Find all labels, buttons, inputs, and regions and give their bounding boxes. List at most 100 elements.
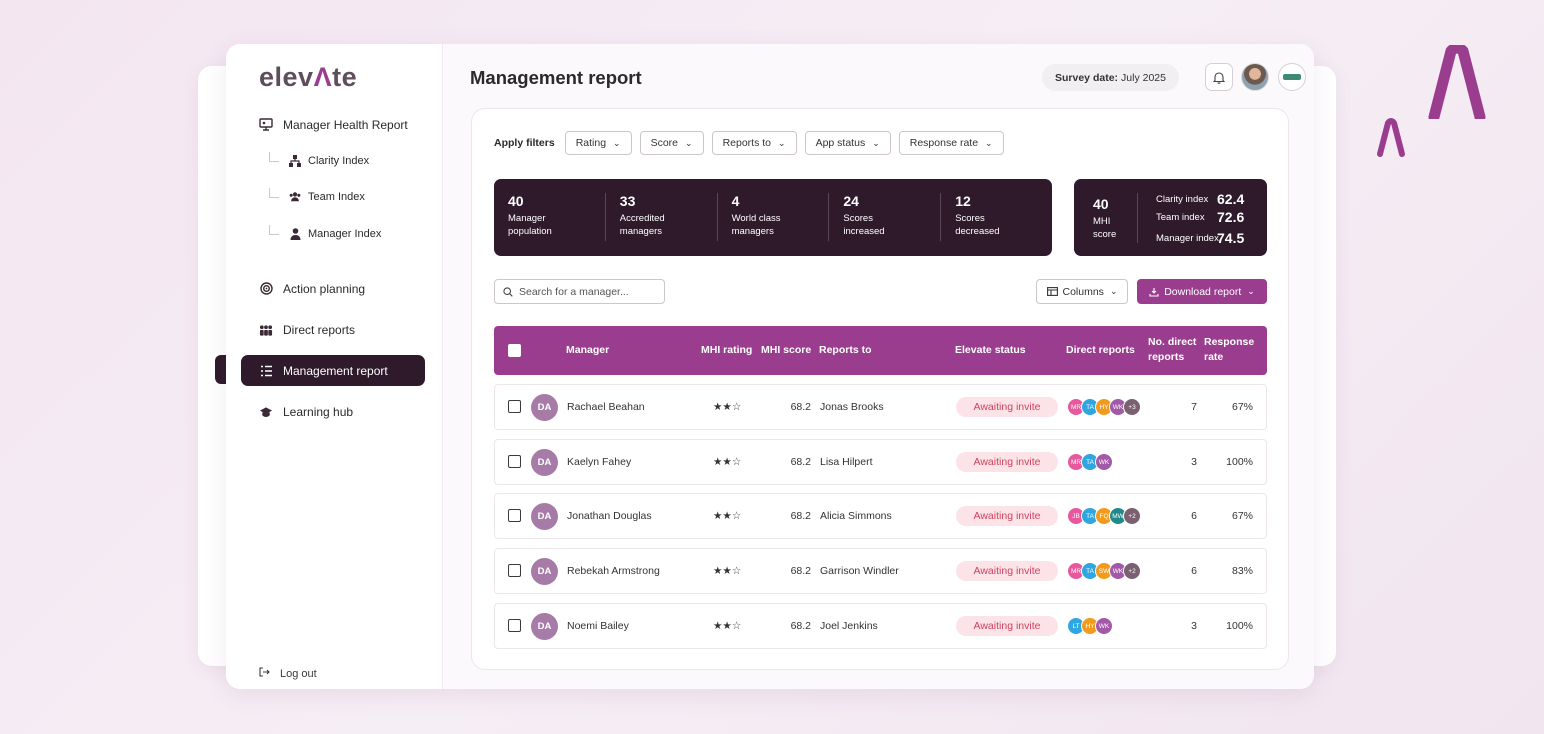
organization-avatar[interactable] [1278,63,1306,91]
table-row[interactable]: DA Rebekah Armstrong ★★☆ 68.2 Garrison Windl… [494,548,1267,594]
row-checkbox[interactable] [508,564,521,577]
mhi-score-value: 68.2 [790,620,811,632]
survey-date-label: Survey date: [1055,71,1119,84]
direct-report-avatar[interactable]: HY [1081,617,1099,635]
mhi-rating-stars: ★★☆ [713,565,742,577]
divider [1137,193,1138,243]
direct-report-avatar[interactable]: +2 [1123,562,1141,580]
mhi-rating-stars: ★★☆ [713,620,742,632]
row-checkbox[interactable] [508,619,521,632]
direct-report-avatar[interactable]: WK [1109,398,1127,416]
notifications-button[interactable] [1205,63,1233,91]
index-value: 72.6 [1217,209,1245,225]
manager-name[interactable]: Jonathan Douglas [567,510,652,522]
sidebar-item-label: Manager Health Report [283,117,408,132]
direct-reports-count: 6 [1191,510,1197,522]
mhi-rating-stars: ★★☆ [713,401,742,413]
sidebar-subitem-manager-index[interactable]: Manager Index [269,224,381,244]
sidebar-item-direct-reports[interactable]: Direct reports [241,314,425,345]
logout-link[interactable]: Log out [259,667,317,680]
sidebar-subitem-team-index[interactable]: Team Index [269,187,365,207]
direct-report-avatar[interactable]: HY [1095,398,1113,416]
direct-report-avatar[interactable]: +2 [1123,507,1141,525]
filter-label: App status [815,137,866,149]
reports-to-name: Jonas Brooks [820,401,884,413]
index-label: Manager index [1156,232,1219,244]
column-header-manager[interactable]: Manager [566,344,610,356]
row-checkbox[interactable] [508,509,521,522]
sidebar-item-learning-hub[interactable]: Learning hub [241,396,425,427]
direct-reports-avatars: LT HY WK [1067,617,1113,635]
column-header-mhi-score[interactable]: MHI score [761,344,812,356]
table-row[interactable]: DA Kaelyn Fahey ★★☆ 68.2 Lisa Hilpert Awaitin… [494,439,1267,485]
select-all-checkbox[interactable] [508,344,521,357]
column-header-mhi-rating[interactable]: MHI rating [701,344,753,356]
direct-reports-avatars: MR TA HY WK +3 [1067,398,1141,416]
table-row[interactable]: DA Jonathan Douglas ★★☆ 68.2 Alicia Simmons A… [494,493,1267,539]
reports-to-name: Joel Jenkins [820,620,878,632]
stat-world-class-managers: 4 World class managers [718,193,830,241]
filter-rating[interactable]: Rating ⌄ [564,131,632,155]
direct-report-avatar[interactable]: WK [1095,617,1113,635]
search-input[interactable]: Search for a manager... [494,279,665,304]
row-checkbox[interactable] [508,455,521,468]
report-panel: Apply filters Rating ⌄ Score ⌄ Reports to ⌄… [471,108,1289,670]
sidebar-item-label: Management report [283,363,388,378]
manager-name[interactable]: Rebekah Armstrong [567,565,660,577]
avatar: DA [531,613,558,640]
filter-label: Score [650,137,679,149]
direct-reports-count: 3 [1191,620,1197,632]
decorative-large-chevron-icon [1428,45,1486,119]
report-icon [259,118,273,132]
filter-label: Rating [575,137,607,149]
direct-report-avatar[interactable]: JB [1067,507,1085,525]
index-manager: Manager index 74.5 [1156,230,1256,246]
sidebar: elevΛte Manager Health Report Clarity In… [226,44,443,689]
columns-button[interactable]: Columns ⌄ [1036,279,1128,304]
index-label: Team index [1156,211,1205,223]
brand-logo: elevΛte [259,62,358,92]
filter-response-rate[interactable]: Response rate ⌄ [898,131,1004,155]
column-header-no-direct-reports[interactable]: No. direct reports [1148,336,1197,363]
chevron-down-icon: ⌄ [778,137,786,148]
manager-name[interactable]: Kaelyn Fahey [567,456,632,468]
direct-report-avatar[interactable]: WK [1095,453,1113,471]
sidebar-item-manager-health-report[interactable]: Manager Health Report [241,109,425,140]
sidebar-item-label: Action planning [283,281,366,296]
stat-accredited-managers: 33 Accredited managers [606,193,718,241]
reports-to-name: Lisa Hilpert [820,456,873,468]
sidebar-subitem-clarity-index[interactable]: Clarity Index [269,151,369,171]
column-header-direct-reports[interactable]: Direct reports [1066,344,1135,356]
direct-report-avatar[interactable]: +3 [1123,398,1141,416]
chevron-down-icon: ⌄ [872,137,880,148]
status-badge: Awaiting invite [956,452,1058,472]
table-row[interactable]: DA Rachael Beahan ★★☆ 68.2 Jonas Brooks Await… [494,384,1267,430]
column-header-response-rate[interactable]: Response rate [1204,336,1255,363]
mhi-score-value: 68.2 [790,401,811,413]
stat-value: 4 [731,193,740,209]
avatar: DA [531,449,558,476]
sidebar-item-management-report[interactable]: Management report [241,355,425,386]
organization-logo [1283,74,1301,80]
filter-app-status[interactable]: App status ⌄ [804,131,891,155]
decorative-small-chevron-icon [1377,118,1405,157]
sidebar-item-action-planning[interactable]: Action planning [241,273,425,304]
column-header-elevate-status[interactable]: Elevate status [955,344,1026,356]
filter-score[interactable]: Score ⌄ [639,131,704,155]
table-header: Manager MHI rating MHI score Reports to … [494,326,1267,375]
column-header-reports-to[interactable]: Reports to [819,344,872,356]
reports-to-name: Garrison Windler [820,565,899,577]
row-checkbox[interactable] [508,400,521,413]
filter-reports-to[interactable]: Reports to ⌄ [711,131,797,155]
stat-value: 33 [619,193,636,209]
index-label: Clarity index [1156,193,1209,205]
user-avatar[interactable] [1241,63,1269,91]
download-report-button[interactable]: Download report ⌄ [1137,279,1267,304]
stat-label: Accredited managers [619,213,665,237]
bell-icon [1213,71,1225,84]
tree-connector [269,225,279,235]
chevron-down-icon: ⌄ [1247,286,1255,296]
manager-name[interactable]: Noemi Bailey [567,620,629,632]
table-row[interactable]: DA Noemi Bailey ★★☆ 68.2 Joel Jenkins Awaitin… [494,603,1267,649]
manager-name[interactable]: Rachael Beahan [567,401,645,413]
